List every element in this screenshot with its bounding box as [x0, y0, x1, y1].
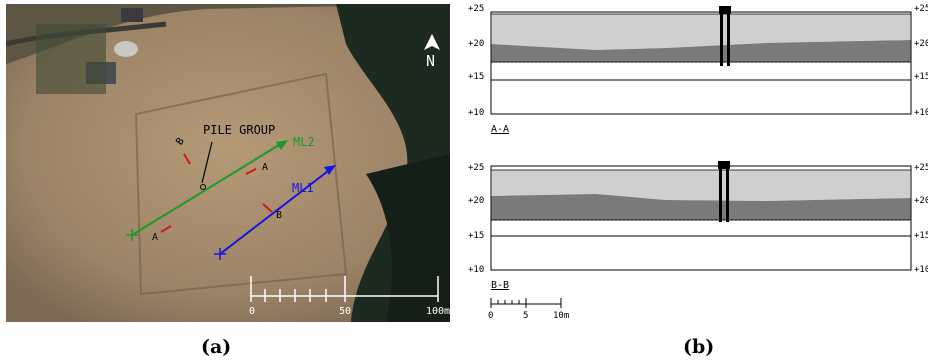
- section-marker-b-top: B: [174, 136, 191, 165]
- svg-text:+10: +10: [468, 108, 484, 118]
- caption-b: (b): [683, 336, 715, 358]
- svg-text:+15: +15: [468, 231, 484, 241]
- svg-text:+25: +25: [914, 163, 928, 173]
- scale-bar-b: [490, 298, 562, 308]
- section-marker-a-right: A: [245, 162, 268, 175]
- svg-text:+15: +15: [914, 72, 928, 82]
- section-name-b-b: B-B: [491, 280, 509, 291]
- section-name-a-a: A-A: [491, 124, 509, 135]
- svg-text:A: A: [262, 162, 268, 173]
- svg-text:+15: +15: [914, 231, 928, 241]
- svg-text:+15: +15: [468, 72, 484, 82]
- scale-tick-0: 0: [249, 306, 255, 317]
- svg-text:+20: +20: [468, 39, 484, 49]
- svg-text:+20: +20: [914, 39, 928, 49]
- scale-bar-a: [250, 276, 439, 302]
- section-marker-b-right: B: [262, 203, 282, 221]
- section-a-a: +25 +20 +15 +10 +25 +20 +15 +10 A-A: [468, 4, 928, 135]
- pile-group-marker: [200, 184, 206, 190]
- svg-text:+10: +10: [468, 265, 484, 275]
- svg-text:+25: +25: [914, 4, 928, 14]
- svg-text:+10: +10: [914, 265, 928, 275]
- section-scale-tick-0: 0: [488, 311, 493, 321]
- svg-text:+20: +20: [468, 196, 484, 206]
- aerial-photo-panel: N PILE GROUP ML2 ML1 B A A B: [6, 4, 450, 322]
- svg-text:+25: +25: [468, 4, 484, 14]
- section-b-b: +25 +20 +15 +10 +25 +20 +15 +10 B-B: [468, 161, 928, 291]
- ml1-label: ML1: [292, 181, 314, 195]
- section-scale-tick-5: 5: [523, 311, 528, 321]
- ml2-label: ML2: [293, 135, 315, 149]
- svg-text:+10: +10: [914, 108, 928, 118]
- section-scale-tick-10m: 10m: [553, 311, 569, 321]
- forest-dense: [366, 154, 450, 322]
- svg-text:B: B: [174, 136, 186, 147]
- field-area: [6, 4, 450, 322]
- pile-group-pointer: [201, 141, 213, 184]
- svg-text:+20: +20: [914, 196, 928, 206]
- building: [121, 8, 143, 22]
- svg-text:+25: +25: [468, 163, 484, 173]
- north-arrow-icon: N: [424, 34, 440, 70]
- plot-outline: [134, 72, 348, 296]
- trees-left: [36, 24, 106, 94]
- survey-line-ml1: ML1: [214, 165, 336, 260]
- light-patch: [114, 41, 138, 57]
- svg-text:B: B: [276, 210, 282, 221]
- pile-group-label: PILE GROUP: [203, 123, 275, 137]
- svg-text:A: A: [152, 232, 158, 243]
- scale-tick-50: 50: [339, 306, 351, 317]
- north-label: N: [426, 52, 435, 70]
- survey-line-ml2: ML2: [126, 135, 315, 241]
- cross-section-panel: +25 +20 +15 +10 +25 +20 +15 +10 A-A +25 …: [468, 4, 928, 321]
- caption-a: (a): [201, 336, 232, 358]
- scale-tick-100m: 100m: [426, 306, 450, 317]
- section-marker-a-left: A: [152, 225, 172, 243]
